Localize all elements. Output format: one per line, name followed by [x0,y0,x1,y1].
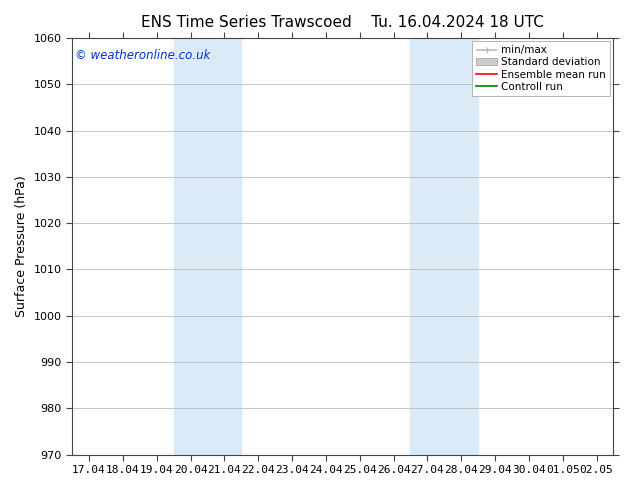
Text: © weatheronline.co.uk: © weatheronline.co.uk [75,49,210,62]
Bar [410,38,478,455]
Title: ENS Time Series Trawscoed    Tu. 16.04.2024 18 UTC: ENS Time Series Trawscoed Tu. 16.04.2024… [141,15,544,30]
Y-axis label: Surface Pressure (hPa): Surface Pressure (hPa) [15,175,28,317]
Legend: min/max, Standard deviation, Ensemble mean run, Controll run: min/max, Standard deviation, Ensemble me… [472,41,611,96]
Bar [174,38,242,455]
